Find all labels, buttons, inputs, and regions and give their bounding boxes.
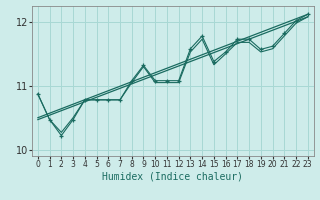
X-axis label: Humidex (Indice chaleur): Humidex (Indice chaleur): [102, 172, 243, 182]
